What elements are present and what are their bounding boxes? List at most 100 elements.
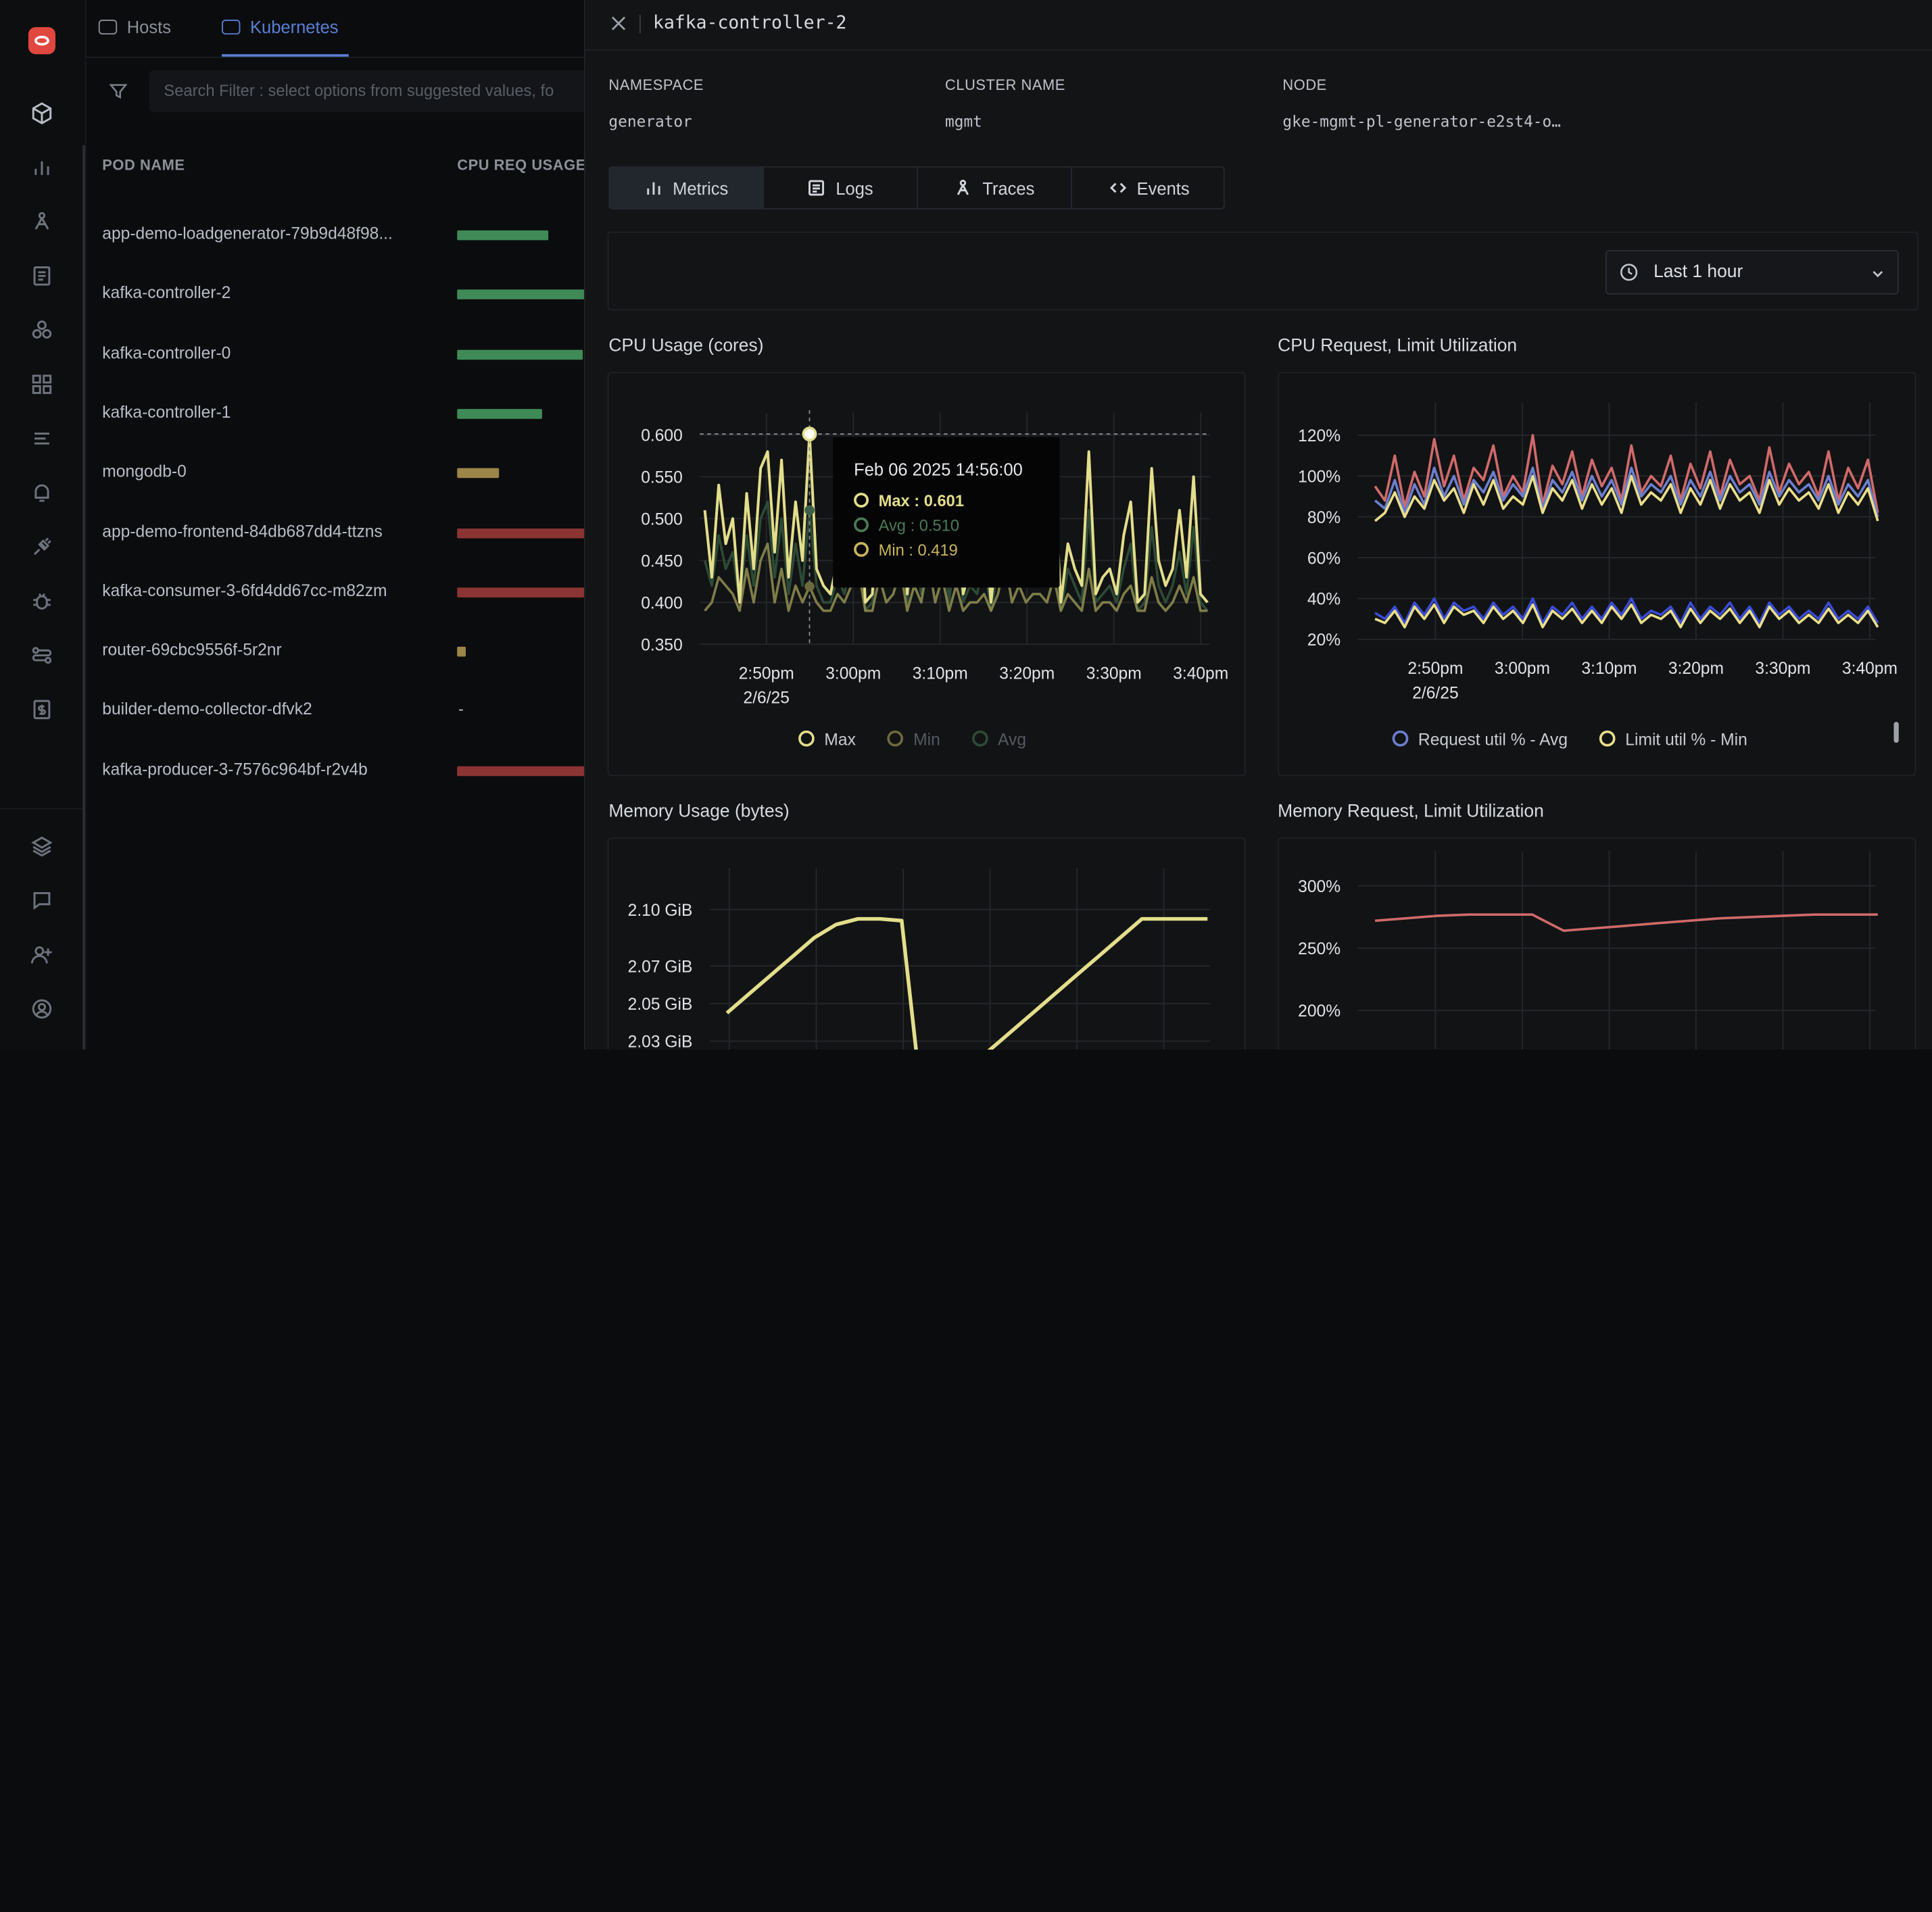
legend-item-request-avg[interactable]: Request util % - Avg	[1392, 730, 1568, 749]
memory-usage-title: Memory Usage (bytes)	[608, 802, 790, 822]
tab-kubernetes[interactable]: Kubernetes	[222, 18, 339, 37]
pod-name[interactable]: builder-demo-collector-dfvk2	[102, 700, 312, 719]
pod-name[interactable]: kafka-consumer-3-6fd4dd67cc-m82zm	[102, 581, 387, 600]
tooltip-max: Max : 0.601	[854, 491, 964, 510]
hover-point-min	[804, 581, 815, 592]
clock-icon	[1620, 264, 1638, 281]
cpu-req-usage-bar	[457, 468, 500, 479]
namespace-value: generator	[608, 112, 692, 131]
dashboards-grid-icon[interactable]	[30, 372, 54, 396]
tab-traces[interactable]: Traces	[918, 167, 1072, 209]
list-icon[interactable]	[30, 426, 54, 451]
tab-events[interactable]: Events	[1072, 168, 1226, 208]
legend-scrollbar[interactable]	[1893, 722, 1899, 743]
services-icon[interactable]	[30, 318, 54, 342]
logs-icon	[808, 180, 825, 196]
y-tick-label: 100%	[1298, 468, 1341, 486]
cpu-req-usage-bar	[457, 647, 466, 657]
x-tick-label: 3:30pm	[1086, 664, 1142, 683]
active-tab-indicator	[222, 54, 349, 57]
rail-divider	[0, 808, 85, 810]
pod-name[interactable]: mongodb-0	[102, 462, 187, 481]
cpu-usage-legend: Max Min Avg	[798, 730, 1053, 749]
pod-name[interactable]: app-demo-loadgenerator-79b9d48f98...	[102, 224, 393, 243]
cpu-req-usage-bar	[457, 289, 585, 300]
pipelines-icon[interactable]	[30, 643, 54, 667]
y-tick-label: 0.400	[641, 594, 683, 612]
cpu-usage-chart[interactable]: 0.600 0.550 0.500 0.450 0.400 0.350 2:50pm 3:00…	[608, 373, 1247, 777]
filter-icon[interactable]	[108, 81, 128, 101]
pod-name[interactable]: kafka-controller-1	[102, 402, 231, 422]
search-input[interactable]: Search Filter : select options from sugg…	[149, 70, 618, 112]
layers-icon[interactable]	[30, 834, 54, 858]
integrations-plug-icon[interactable]	[30, 535, 54, 559]
memory-usage-chart[interactable]: 2.10 GiB 2.07 GiB 2.05 GiB 2.03 GiB	[608, 839, 1247, 1050]
legend-item-limit-min[interactable]: Limit util % - Min	[1599, 730, 1747, 749]
cpu-req-usage-bar	[457, 766, 585, 776]
pod-name[interactable]: kafka-controller-2	[102, 283, 231, 303]
close-icon[interactable]	[610, 15, 627, 32]
app-logo-icon[interactable]	[28, 27, 56, 55]
pod-name[interactable]: kafka-controller-0	[102, 343, 231, 362]
pod-name[interactable]: router-69cbc9556f-5r2nr	[102, 640, 282, 660]
node-value: gke-mgmt-pl-generator-e2st4-o…	[1282, 112, 1561, 131]
series-line	[1374, 603, 1879, 629]
tab-hosts[interactable]: Hosts	[98, 18, 171, 37]
cpu-req-usage-bar	[457, 349, 583, 360]
traces-icon	[957, 179, 969, 195]
chat-icon[interactable]	[30, 888, 54, 912]
tab-logs[interactable]: Logs	[764, 167, 918, 209]
cpu-usage-title: CPU Usage (cores)	[608, 336, 764, 356]
column-header-cpu-req-usage[interactable]: CPU REQ USAGE	[457, 156, 586, 174]
bar-chart-icon[interactable]	[30, 155, 54, 180]
traces-icon[interactable]	[30, 210, 54, 234]
x-tick-label: 3:20pm	[999, 664, 1055, 683]
y-tick-label: 250%	[1298, 940, 1341, 958]
hover-point-max	[802, 426, 817, 442]
chevron-down-icon	[1873, 270, 1883, 278]
legend-item-max[interactable]: Max	[798, 730, 856, 749]
cpu-request-limit-card: 120% 100% 80% 60% 40% 20% 2:50pm 3:00pm 3:10pm 3:…	[1278, 372, 1917, 777]
cpu-request-limit-legend: Request util % - Avg Limit util % - Min	[1392, 730, 1774, 749]
y-tick-label: 2.03 GiB	[628, 1033, 693, 1050]
cpu-request-limit-chart[interactable]: 120% 100% 80% 60% 40% 20% 2:50pm 3:00pm 3:10pm 3:…	[1279, 373, 1917, 777]
x-date-label: 2/6/25	[1412, 684, 1458, 702]
logs-icon[interactable]	[30, 264, 54, 288]
series-line	[1374, 913, 1878, 932]
x-tick-label: 3:40pm	[1173, 664, 1228, 683]
y-tick-label: 0.500	[641, 510, 683, 529]
y-tick-label: 0.350	[641, 636, 683, 654]
account-icon[interactable]	[30, 997, 54, 1021]
tab-metrics[interactable]: Metrics	[610, 167, 765, 209]
x-tick-label: 3:00pm	[825, 664, 881, 683]
x-tick-label: 3:10pm	[913, 664, 968, 683]
cpu-req-usage-bar	[457, 408, 542, 419]
memory-request-limit-chart[interactable]: 300%250%200%150%	[1279, 839, 1917, 1050]
chart-tooltip: Feb 06 2025 14:56:00 Max : 0.601 Avg : 0…	[833, 437, 1060, 588]
node-label: NODE	[1282, 76, 1327, 94]
legend-item-min[interactable]: Min	[887, 730, 940, 749]
billing-icon[interactable]	[30, 697, 54, 722]
cluster-name-label: CLUSTER NAME	[945, 76, 1065, 94]
time-range-select[interactable]: Last 1 hour	[1605, 250, 1899, 295]
y-tick-label: 200%	[1298, 1002, 1341, 1021]
tooltip-time: Feb 06 2025 14:56:00	[854, 459, 1023, 480]
y-tick-label: 0.450	[641, 552, 683, 570]
series-line	[725, 916, 1208, 1050]
exceptions-bug-icon[interactable]	[30, 589, 54, 613]
detail-tabs: Metrics Logs Traces Events	[608, 166, 1226, 210]
cluster-name-value: mgmt	[945, 112, 982, 131]
column-header-pod-name[interactable]: POD NAME	[102, 156, 185, 174]
invite-user-icon[interactable]	[30, 942, 54, 966]
series-line	[1374, 597, 1879, 624]
alerts-bell-icon[interactable]	[30, 481, 54, 505]
time-range-bar: Last 1 hour	[607, 231, 1918, 311]
x-date-label: 2/6/25	[744, 689, 790, 708]
y-tick-label: 2.05 GiB	[628, 996, 693, 1014]
legend-item-avg[interactable]: Avg	[971, 730, 1026, 749]
x-tick-label: 3:00pm	[1495, 660, 1550, 678]
pod-name[interactable]: app-demo-frontend-84db687dd4-ttzns	[102, 521, 383, 541]
x-tick-label: 3:40pm	[1842, 660, 1898, 678]
pod-name[interactable]: kafka-producer-3-7576c964bf-r2v4b	[102, 760, 368, 779]
kubernetes-cube-icon[interactable]	[30, 101, 54, 125]
